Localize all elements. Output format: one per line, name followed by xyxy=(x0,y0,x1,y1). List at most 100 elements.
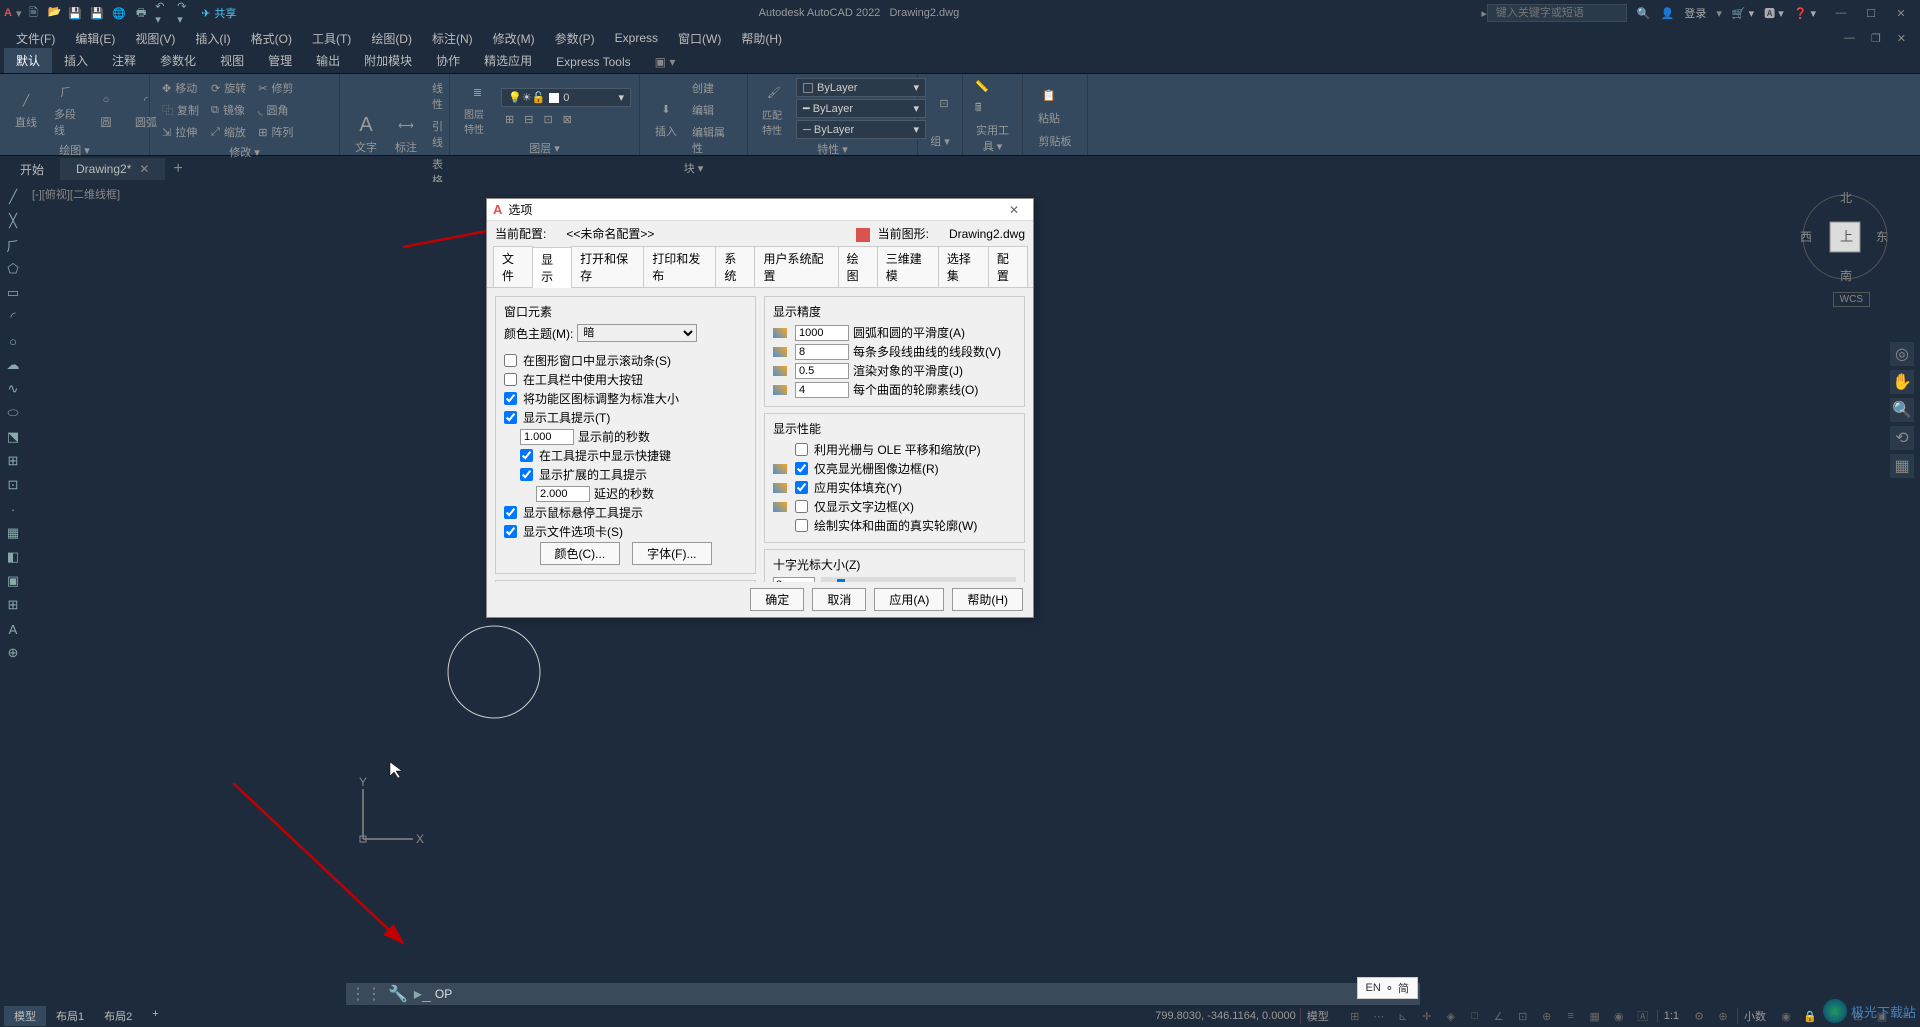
tab-drawing[interactable]: Drawing2*✕ xyxy=(60,158,165,180)
maximize-button[interactable]: ☐ xyxy=(1856,3,1886,23)
coordinates-display[interactable]: 799.8030, -346.1164, 0.0000 xyxy=(1155,1010,1295,1022)
ribbon-tab-collab[interactable]: 协作 xyxy=(424,48,472,73)
minimize-button[interactable]: — xyxy=(1826,3,1856,23)
tooltip-delay-input[interactable] xyxy=(520,429,574,445)
menu-edit[interactable]: 编辑(E) xyxy=(67,28,123,49)
nav-zoom-icon[interactable]: 🔍 xyxy=(1890,398,1914,422)
dlg-tab-draft[interactable]: 绘图 xyxy=(838,246,878,287)
region-tool-icon[interactable]: ▣ xyxy=(2,570,24,592)
lineweight-dropdown[interactable]: ━ ByLayer▾ xyxy=(796,99,926,118)
search-input[interactable] xyxy=(1487,4,1627,22)
circle-tool-icon[interactable]: ○ xyxy=(2,330,24,352)
osnap-toggle-icon[interactable]: □ xyxy=(1465,1006,1485,1026)
insert-block-button[interactable]: ⬇插入 xyxy=(648,95,684,141)
table-tool-icon[interactable]: ⊞ xyxy=(2,594,24,616)
panel-title-clip[interactable]: 剪贴板 xyxy=(1031,131,1079,151)
leader-button[interactable]: 引线 xyxy=(428,116,447,152)
dlg-tab-opensave[interactable]: 打开和保存 xyxy=(571,246,644,287)
ribbon-tab-param[interactable]: 参数化 xyxy=(148,48,208,73)
cancel-button[interactable]: 取消 xyxy=(812,588,866,611)
colors-button[interactable]: 颜色(C)... xyxy=(540,542,621,565)
ortho-toggle-icon[interactable]: ⊾ xyxy=(1393,1006,1413,1026)
help-icon[interactable]: ❓ ▾ xyxy=(1794,7,1816,20)
ribbon-tab-annotate[interactable]: 注释 xyxy=(100,48,148,73)
ime-indicator[interactable]: EN ⚬ 简 xyxy=(1357,977,1419,999)
cb-large-btn[interactable] xyxy=(504,373,517,386)
cb-ext-tooltip[interactable] xyxy=(520,468,533,481)
layer-dropdown[interactable]: 💡 ☀ 🔓 0 ▾ xyxy=(501,88,631,107)
dlg-tab-file[interactable]: 文件 xyxy=(493,246,533,287)
block-tool-icon[interactable]: ⊞ xyxy=(2,450,24,472)
cb-std-icon[interactable] xyxy=(504,392,517,405)
menu-insert[interactable]: 插入(I) xyxy=(187,28,238,49)
nav-showmotion-icon[interactable]: ▦ xyxy=(1890,454,1914,478)
copy-button[interactable]: ⿻复制 xyxy=(158,100,203,120)
fillet-button[interactable]: ◟圆角 xyxy=(254,100,297,120)
menu-file[interactable]: 文件(F) xyxy=(8,28,63,49)
ribbon-tab-addon[interactable]: 附加模块 xyxy=(352,48,424,73)
menu-modify[interactable]: 修改(M) xyxy=(485,28,543,49)
layer-tool-icon[interactable]: ⊟ xyxy=(520,111,537,128)
hatch-tool-icon[interactable]: ▦ xyxy=(2,522,24,544)
snap-toggle-icon[interactable]: ⋯ xyxy=(1369,1006,1389,1026)
share-button[interactable]: ✈ 共享 xyxy=(201,5,236,21)
spline-tool-icon[interactable]: ∿ xyxy=(2,378,24,400)
help-button[interactable]: 帮助(H) xyxy=(952,588,1023,611)
menu-param[interactable]: 参数(P) xyxy=(547,28,603,49)
nav-orbit-icon[interactable]: ⟲ xyxy=(1890,426,1914,450)
layer-tool-icon[interactable]: ⊡ xyxy=(539,111,556,128)
trim-button[interactable]: ✂修剪 xyxy=(254,78,297,98)
cb-silhouette[interactable] xyxy=(795,519,808,532)
grid-toggle-icon[interactable]: ⊞ xyxy=(1345,1006,1365,1026)
ext-delay-input[interactable] xyxy=(536,486,590,502)
dyn-input-toggle-icon[interactable]: ⊕ xyxy=(1537,1006,1557,1026)
mirror-button[interactable]: ⧉镜像 xyxy=(207,100,250,120)
arc-smooth-input[interactable] xyxy=(795,325,849,341)
nav-wheel-icon[interactable]: ◎ xyxy=(1890,342,1914,366)
transparency-toggle-icon[interactable]: ▦ xyxy=(1585,1006,1605,1026)
ok-button[interactable]: 确定 xyxy=(750,588,804,611)
linetype-dropdown[interactable]: ─ ByLayer▾ xyxy=(796,120,926,139)
scale-button[interactable]: ⤢缩放 xyxy=(207,122,250,142)
menu-window[interactable]: 窗口(W) xyxy=(670,28,729,49)
undo-icon[interactable]: ↶ ▾ xyxy=(155,5,171,21)
saveas-icon[interactable]: 💾 xyxy=(89,5,105,21)
addselect-tool-icon[interactable]: ⊕ xyxy=(2,642,24,664)
doc-close-button[interactable]: ✕ xyxy=(1891,32,1912,45)
edit-block-button[interactable]: 编辑 xyxy=(688,100,739,120)
dlg-tab-plot[interactable]: 打印和发布 xyxy=(643,246,716,287)
ribbon-tab-insert[interactable]: 插入 xyxy=(52,48,100,73)
panel-title-layer[interactable]: 图层 ▾ xyxy=(458,138,631,158)
render-smooth-input[interactable] xyxy=(795,363,849,379)
cb-scrollbar[interactable] xyxy=(504,354,517,367)
stretch-button[interactable]: ⇲拉伸 xyxy=(158,122,203,142)
viewport-label[interactable]: [-][俯视][二维线框] xyxy=(32,186,120,202)
group-button[interactable]: ⊡组 ▾ xyxy=(926,90,962,120)
ellipse-arc-tool-icon[interactable]: ⬔ xyxy=(2,426,24,448)
panel-title-group[interactable]: 组 ▾ xyxy=(926,131,954,151)
cb-solid-fill[interactable] xyxy=(795,481,808,494)
seg-input[interactable] xyxy=(795,344,849,360)
cmdline-handle-icon[interactable]: ⋮⋮ xyxy=(350,984,382,1004)
status-model[interactable]: 模型 xyxy=(1300,1008,1335,1024)
units-display[interactable]: 小数 xyxy=(1737,1008,1772,1024)
ribbon-tab-view[interactable]: 视图 xyxy=(208,48,256,73)
customize-icon[interactable]: 🔧 xyxy=(388,984,408,1004)
annotation-toggle-icon[interactable]: 🄰 xyxy=(1633,1006,1653,1026)
menu-express[interactable]: Express xyxy=(607,29,666,47)
apply-button[interactable]: 应用(A) xyxy=(874,588,944,611)
paste-button[interactable]: 📋粘贴 xyxy=(1031,82,1067,128)
ribbon-tab-default[interactable]: 默认 xyxy=(4,48,52,73)
dlg-tab-system[interactable]: 系统 xyxy=(715,246,755,287)
command-input-text[interactable]: OP xyxy=(435,987,1416,1001)
gradient-tool-icon[interactable]: ◧ xyxy=(2,546,24,568)
login-label[interactable]: 登录 xyxy=(1684,5,1706,21)
layer-props-button[interactable]: ≣图层特性 xyxy=(458,78,497,138)
surf-input[interactable] xyxy=(795,382,849,398)
tab-start[interactable]: 开始 xyxy=(4,157,60,182)
ribbon-tab-express[interactable]: Express Tools xyxy=(544,51,642,73)
polygon-tool-icon[interactable]: ⬠ xyxy=(2,258,24,280)
3dosnap-toggle-icon[interactable]: ⊡ xyxy=(1513,1006,1533,1026)
cb-filetab[interactable] xyxy=(504,525,517,538)
ribbon-tab-manage[interactable]: 管理 xyxy=(256,48,304,73)
